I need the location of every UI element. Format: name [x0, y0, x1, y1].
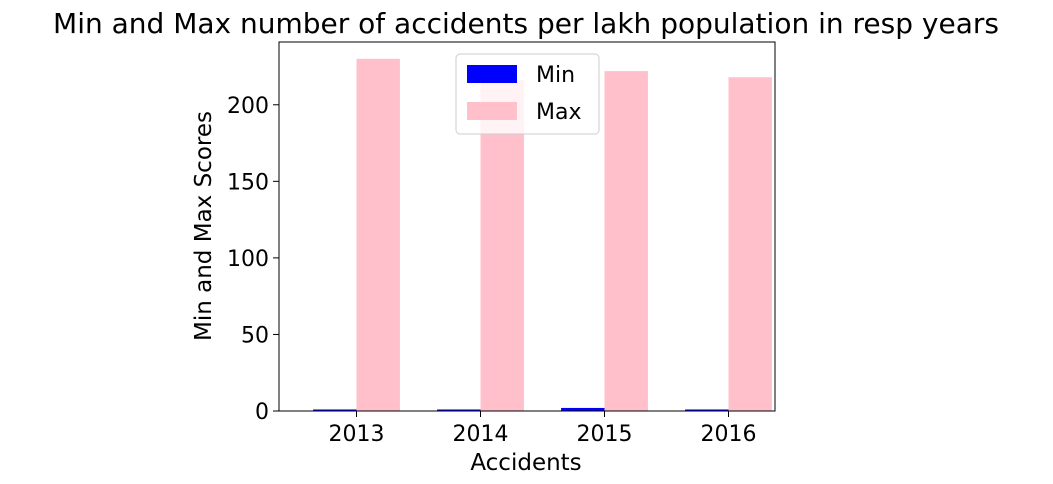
x-axis-label: Accidents	[470, 450, 581, 476]
plot-frame	[278, 41, 776, 412]
bar-max-2013	[356, 58, 400, 412]
bar-min-2014	[437, 409, 481, 411]
bar-min-2015	[561, 407, 605, 411]
bar-min-2013	[313, 409, 357, 411]
legend-label-max: Max	[536, 100, 581, 125]
y-tick-label: 200	[227, 94, 269, 119]
y-axis-label: Min and Max Scores	[191, 111, 217, 341]
x-tick-label: 2014	[453, 422, 509, 447]
x-tick-label: 2015	[577, 422, 633, 447]
y-tick-label: 0	[255, 400, 269, 425]
x-tick-label: 2016	[701, 422, 757, 447]
y-tick-label: 150	[227, 170, 269, 195]
legend-swatch-min	[467, 65, 517, 83]
bar-max-2015	[604, 71, 648, 412]
y-tick-label: 50	[241, 323, 269, 348]
legend-label-min: Min	[536, 63, 575, 88]
bar-max-2014	[480, 80, 524, 411]
y-tick-label: 100	[227, 247, 269, 272]
plot-area: 0 50 100 150 200 2013 2014 2015 2016	[227, 41, 776, 447]
legend: Min Max	[455, 53, 600, 135]
chart-title: Min and Max number of accidents per lakh…	[53, 7, 999, 40]
legend-swatch-max	[467, 102, 517, 120]
bar-max-2016	[728, 77, 772, 412]
x-tick-label: 2013	[329, 422, 385, 447]
bar-min-2016	[685, 409, 729, 411]
